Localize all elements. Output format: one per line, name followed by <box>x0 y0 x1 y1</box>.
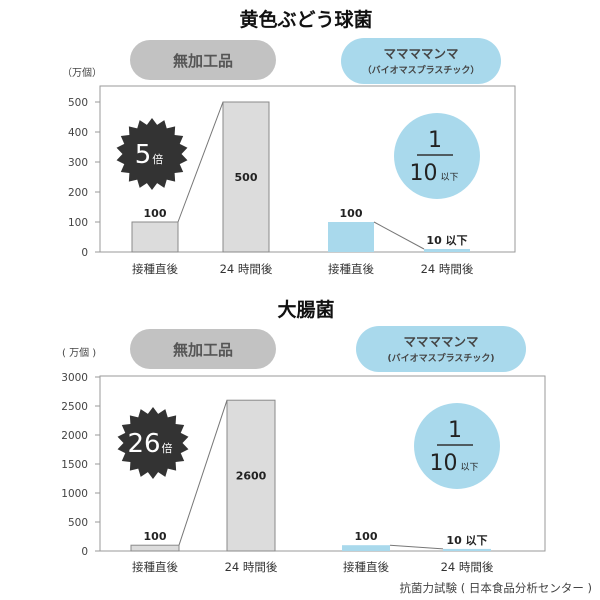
group-name-untreated: 無加工品 <box>173 341 233 359</box>
y-tick-label: 0 <box>81 247 88 259</box>
x-category-label: 接種直後 <box>132 560 178 574</box>
y-unit-label: ( 万個 ) <box>62 346 96 359</box>
multiplier-suffix: 倍 <box>162 441 173 455</box>
y-tick-label: 300 <box>68 157 88 169</box>
group-pill-product <box>356 326 526 372</box>
bar-value-label: 100 <box>340 207 363 220</box>
plot-frame <box>99 85 516 253</box>
multiplier-number: 5 <box>135 140 152 170</box>
y-tick-label: 2500 <box>61 401 88 413</box>
bar-untreated-2 <box>222 101 270 253</box>
y-tick-label: 3000 <box>61 372 88 384</box>
y-tick-label: 100 <box>68 217 88 229</box>
trend-connector <box>373 221 425 250</box>
bar-product-2 <box>443 548 491 551</box>
ratio-denominator-text: 10 以下 <box>409 161 458 186</box>
trend-connector <box>177 101 224 223</box>
y-unit-label: （万個） <box>62 66 102 79</box>
group-pill-product <box>341 38 501 84</box>
bar-value-label: 2600 <box>236 470 267 483</box>
bar-value-label: 100 <box>355 530 378 543</box>
group-name-untreated: 無加工品 <box>173 52 233 70</box>
multiplier-number: 26 <box>127 429 160 459</box>
ratio-numerator: 1 <box>428 128 442 153</box>
multiplier-suffix: 倍 <box>152 152 163 166</box>
y-tick-label: 1500 <box>61 459 88 471</box>
ratio-denominator: 10 <box>409 161 437 186</box>
footer-source: 抗菌力試験 ( 日本食品分析センター ) <box>400 581 592 595</box>
x-category-label: 24 時間後 <box>225 560 278 574</box>
y-tick-label: 2000 <box>61 430 88 442</box>
chart-panel-2: 大腸菌 ( 万個 ) 0 500 1000 1500 2000 2500 3000 無加工品 マママ… <box>61 298 546 574</box>
group-name-product: ママママンマ <box>383 46 458 61</box>
bar-untreated-1 <box>130 544 180 552</box>
ratio-suffix: 以下 <box>460 463 478 473</box>
trend-connector <box>178 400 228 546</box>
x-category-label: 24 時間後 <box>220 262 273 276</box>
y-tick-label: 200 <box>68 187 88 199</box>
y-tick-label: 500 <box>68 97 88 109</box>
chart-title: 大腸菌 <box>277 298 334 321</box>
bar-value-label: 500 <box>235 171 258 184</box>
bar-untreated-1 <box>131 221 179 253</box>
x-category-label: 接種直後 <box>328 262 374 276</box>
bar-value-label: 10 以下 <box>446 534 487 547</box>
group-name-product: ママママンマ <box>403 334 478 349</box>
ratio-denominator-text: 10 以下 <box>429 451 478 476</box>
x-category-label: 24 時間後 <box>421 262 474 276</box>
multiplier-text: 5倍 <box>135 140 164 170</box>
x-category-label: 24 時間後 <box>441 560 494 574</box>
bar-product-2 <box>424 249 470 252</box>
ratio-circle <box>414 403 500 489</box>
chart-panel-1: 黄色ぶどう球菌 （万個） 0 100 200 300 400 500 無加工品 ママママンマ （バイ… <box>62 8 516 276</box>
ratio-suffix: 以下 <box>440 173 458 183</box>
multiplier-badge <box>116 118 188 190</box>
x-category-label: 接種直後 <box>132 262 178 276</box>
y-tick-label: 400 <box>68 127 88 139</box>
group-pill-untreated <box>130 40 276 80</box>
x-category-label: 接種直後 <box>343 560 389 574</box>
group-name-product-sub: （バイオマスプラスチック） <box>363 64 480 76</box>
group-pill-untreated <box>130 329 276 369</box>
multiplier-badge <box>117 407 189 479</box>
trend-connector <box>389 544 444 550</box>
ratio-circle <box>394 113 480 199</box>
bar-product-1 <box>342 545 390 551</box>
bar-untreated-2 <box>226 399 276 552</box>
bar-product-1 <box>328 222 374 252</box>
multiplier-text: 26倍 <box>127 429 172 459</box>
ratio-numerator: 1 <box>448 418 462 443</box>
bar-value-label: 100 <box>144 530 167 543</box>
y-tick-label: 1000 <box>61 488 88 500</box>
bar-value-label: 10 以下 <box>426 234 467 247</box>
chart-title: 黄色ぶどう球菌 <box>239 8 372 31</box>
ratio-denominator: 10 <box>429 451 457 476</box>
group-name-product-sub: (バイオマスプラスチック) <box>387 352 494 364</box>
y-tick-label: 500 <box>68 517 88 529</box>
bar-value-label: 100 <box>144 207 167 220</box>
y-tick-label: 0 <box>81 546 88 558</box>
